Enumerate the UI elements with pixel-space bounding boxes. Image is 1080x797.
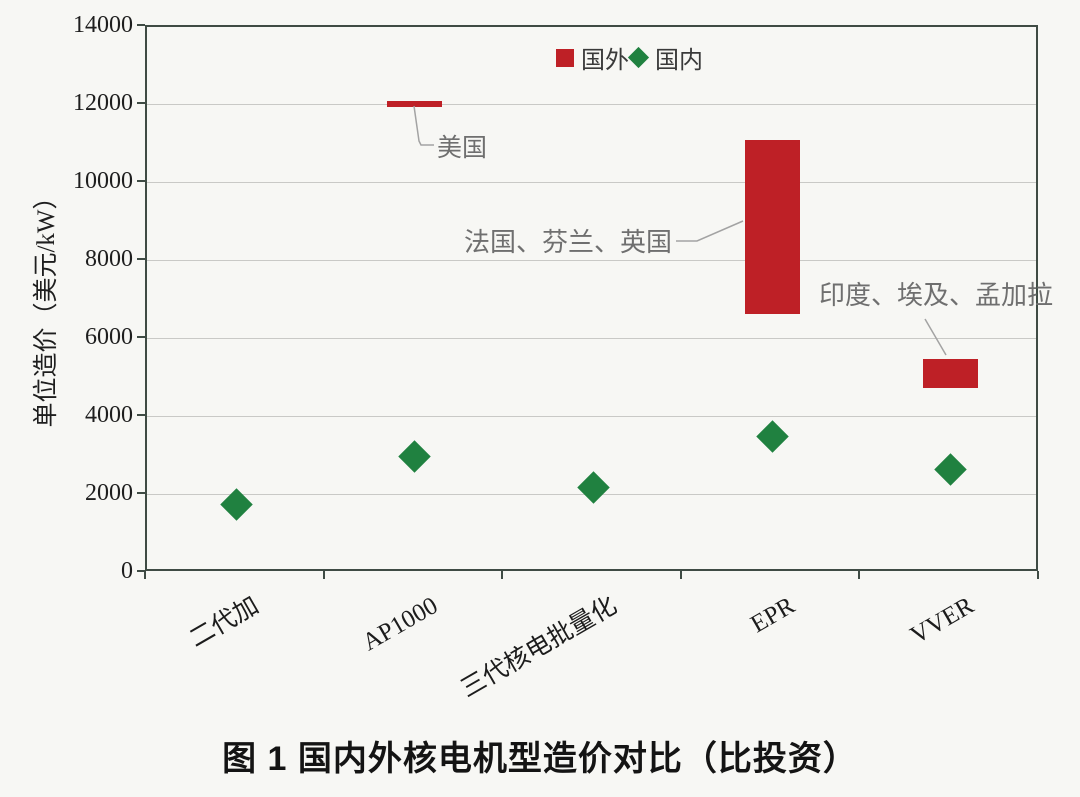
legend-domestic-label: 国内 bbox=[655, 48, 703, 74]
y-tick-mark bbox=[137, 336, 145, 338]
figure-caption: 图 1 国内外核电机型造价对比（比投资） bbox=[222, 740, 858, 778]
gridline-10000 bbox=[147, 182, 1036, 183]
y-tick-mark bbox=[137, 492, 145, 494]
legend-foreign-square-marker bbox=[556, 48, 574, 67]
y-tick-mark bbox=[137, 180, 145, 182]
y-tick-label-6000: 6000 bbox=[85, 324, 133, 350]
y-tick-mark bbox=[137, 24, 145, 26]
foreign-bar-AP1000 bbox=[387, 101, 443, 107]
legend: 国外 国内 bbox=[556, 40, 703, 75]
x-tick-mark bbox=[144, 571, 146, 579]
legend-foreign-label: 国外 bbox=[581, 48, 629, 74]
y-tick-mark bbox=[137, 570, 145, 572]
y-tick-mark bbox=[137, 102, 145, 104]
domestic-diamond-AP1000 bbox=[398, 439, 432, 473]
x-tick-mark bbox=[858, 571, 861, 579]
domestic-diamond-三代核电批量化 bbox=[577, 470, 610, 504]
domestic-diamond-EPR bbox=[755, 420, 789, 453]
y-tick-label-14000: 14000 bbox=[73, 12, 133, 38]
y-tick-label-8000: 8000 bbox=[85, 246, 133, 272]
y-tick-label-12000: 12000 bbox=[73, 90, 133, 116]
annotation-france-finland-uk: 法国、芬兰、英国 bbox=[463, 228, 672, 257]
x-tick-mark bbox=[679, 571, 682, 579]
domestic-diamond-VVER bbox=[934, 453, 967, 486]
y-tick-label-2000: 2000 bbox=[85, 480, 133, 506]
foreign-bar-EPR bbox=[744, 140, 800, 314]
foreign-bar-VVER bbox=[923, 358, 979, 388]
x-tick-mark bbox=[322, 571, 325, 579]
y-tick-label-4000: 4000 bbox=[85, 402, 133, 428]
gridline-12000 bbox=[147, 104, 1036, 105]
y-tick-mark bbox=[137, 414, 145, 416]
gridline-6000 bbox=[147, 338, 1036, 339]
annotation-india-egypt-bangladesh: 印度、埃及、孟加拉 bbox=[819, 281, 1054, 310]
annotation-usa: 美国 bbox=[437, 135, 488, 162]
y-tick-mark bbox=[137, 258, 145, 260]
gridline-8000 bbox=[147, 260, 1036, 261]
gridline-4000 bbox=[147, 416, 1036, 417]
x-tick-mark bbox=[1037, 571, 1039, 579]
plot-area: 国外 国内 bbox=[145, 25, 1038, 571]
y-tick-label-0: 0 bbox=[121, 558, 133, 584]
y-tick-label-10000: 10000 bbox=[73, 168, 133, 194]
legend-domestic-diamond-marker bbox=[627, 46, 650, 69]
x-tick-mark bbox=[501, 571, 504, 579]
